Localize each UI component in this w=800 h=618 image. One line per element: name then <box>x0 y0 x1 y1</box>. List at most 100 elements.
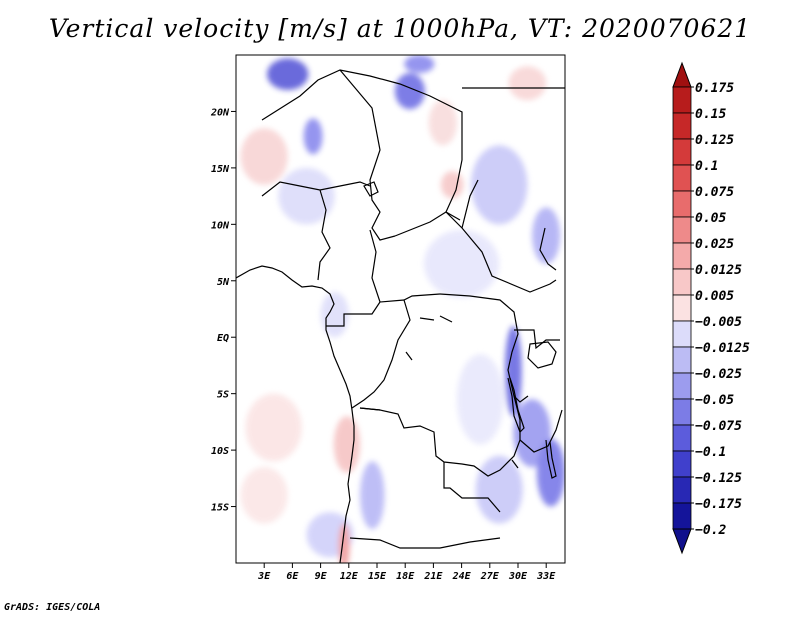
lake-malawi <box>545 439 557 479</box>
colorbar-segment-2 <box>672 138 692 166</box>
field-patch-9 <box>475 455 523 524</box>
colorbar: 0.175 0.15 0.125 0.1 0.075 0.05 0.025 0.0125 0.0… <box>672 61 750 555</box>
border-angola <box>349 407 501 549</box>
colorbar-label-4: 0.075 <box>695 185 734 200</box>
lon-tick-label-0: 3E <box>257 571 271 582</box>
lon-tick-label-4: 15E <box>368 571 387 582</box>
west-africa-coastline <box>236 265 355 563</box>
colorbar-label-8: 0.005 <box>695 289 734 304</box>
colorbar-segment-3 <box>672 164 692 192</box>
lon-tick-label-6: 21E <box>423 571 443 582</box>
small-lakes <box>405 315 519 469</box>
colorbar-label-11: −0.025 <box>695 367 742 382</box>
colorbar-label-13: −0.075 <box>695 419 742 434</box>
lat-tick-label-7: 15S <box>211 503 229 514</box>
border-saharan <box>261 69 463 221</box>
colorbar-bottom-triangle <box>672 528 692 555</box>
field-patch-3 <box>404 55 435 74</box>
colorbar-top-triangle <box>672 61 692 88</box>
lon-tick-label-5: 18E <box>396 571 415 582</box>
field-patch-21 <box>456 354 504 445</box>
colorbar-label-5: 0.05 <box>695 211 726 226</box>
lon-tick-label-1: 6E <box>286 571 299 582</box>
field-patch-5 <box>532 207 561 264</box>
field-patch-2 <box>394 73 425 110</box>
map-panel <box>235 54 566 564</box>
lat-tick-label-2: 10N <box>211 220 230 231</box>
colorbar-label-3: 0.1 <box>695 159 718 174</box>
lat-tick-label-4: EQ <box>217 333 229 344</box>
lat-tick-label-0: 20N <box>210 107 230 118</box>
colorbar-segment-12 <box>672 398 692 426</box>
map-frame <box>235 54 566 564</box>
lon-tick-label-8: 27E <box>480 571 500 582</box>
colorbar-segment-10 <box>672 346 692 374</box>
colorbar-label-0: 0.175 <box>695 81 734 96</box>
lon-tick-label-2: 9E <box>315 571 328 582</box>
colorbar-label-7: 0.0125 <box>695 263 742 278</box>
colorbar-label-14: −0.1 <box>695 445 726 460</box>
border-niger-chad <box>339 69 396 241</box>
colorbar-label-12: −0.05 <box>695 393 734 408</box>
colorbar-segment-14 <box>672 450 692 478</box>
lat-tick-label-1: 15N <box>211 164 230 175</box>
colorbar-segment-13 <box>672 424 692 452</box>
field-patch-1 <box>303 118 323 155</box>
lat-tick-label-3: 5N <box>217 277 230 288</box>
lake-tanganyika <box>507 377 525 434</box>
border-cameroon <box>326 229 441 327</box>
border-car-sudan <box>394 179 557 293</box>
field-patch-0 <box>267 58 309 90</box>
colorbar-segment-9 <box>672 320 692 348</box>
colorbar-segment-16 <box>672 502 692 530</box>
grads-credit: GrADS: IGES/COLA <box>4 602 101 613</box>
lat-tick-label-6: 10S <box>211 446 229 457</box>
field-patch-17 <box>245 393 302 462</box>
field-patch-10 <box>360 461 385 530</box>
colorbar-segment-8 <box>672 294 692 322</box>
longitude-axis: 3E 6E 9E 12E 15E 18E 21E 24E 27E 30E 33E <box>257 563 556 582</box>
colorbar-segment-1 <box>672 112 692 140</box>
lon-tick-label-3: 12E <box>340 571 359 582</box>
colorbar-segment-4 <box>672 190 692 218</box>
colorbar-segment-5 <box>672 216 692 244</box>
field-patch-6 <box>504 325 522 417</box>
colorbar-segment-15 <box>672 476 692 504</box>
colorbar-label-6: 0.025 <box>695 237 734 252</box>
lat-tick-label-5: 5S <box>217 390 229 401</box>
border-east-top <box>462 87 565 271</box>
velocity-field <box>240 55 565 563</box>
lon-tick-label-9: 30E <box>508 571 528 582</box>
lon-tick-label-10: 33E <box>536 571 556 582</box>
field-patch-19 <box>424 229 500 298</box>
lon-tick-label-7: 24E <box>452 571 472 582</box>
border-nigeria <box>261 181 371 281</box>
field-patch-16 <box>440 171 464 199</box>
field-patch-14 <box>240 128 288 185</box>
map-borders <box>236 69 565 563</box>
colorbar-label-1: 0.15 <box>695 107 726 122</box>
field-patch-20 <box>278 167 335 225</box>
colorbar-label-15: −0.125 <box>695 471 742 486</box>
colorbar-segment-7 <box>672 268 692 296</box>
colorbar-segment-0 <box>672 86 692 114</box>
field-patch-18 <box>240 467 288 524</box>
colorbar-label-2: 0.125 <box>695 133 734 148</box>
colorbar-segment-11 <box>672 372 692 400</box>
latitude-axis: 20N 15N 10N 5N EQ 5S 10S 15S <box>210 107 236 514</box>
field-patch-23 <box>508 66 547 101</box>
colorbar-label-17: −0.2 <box>695 523 726 538</box>
colorbar-label-16: −0.175 <box>695 497 742 512</box>
border-congo-drc <box>351 299 411 409</box>
field-patch-12 <box>333 416 361 473</box>
field-patch-4 <box>471 145 528 225</box>
field-patch-15 <box>428 100 457 146</box>
colorbar-label-9: −0.005 <box>695 315 742 330</box>
lake-chad <box>363 181 379 197</box>
colorbar-label-10: −0.0125 <box>695 341 750 356</box>
colorbar-segment-6 <box>672 242 692 270</box>
border-drc-east <box>359 293 521 477</box>
lake-victoria <box>527 341 557 369</box>
plot-title: Vertical velocity [m/s] at 1000hPa, VT: … <box>48 14 752 43</box>
